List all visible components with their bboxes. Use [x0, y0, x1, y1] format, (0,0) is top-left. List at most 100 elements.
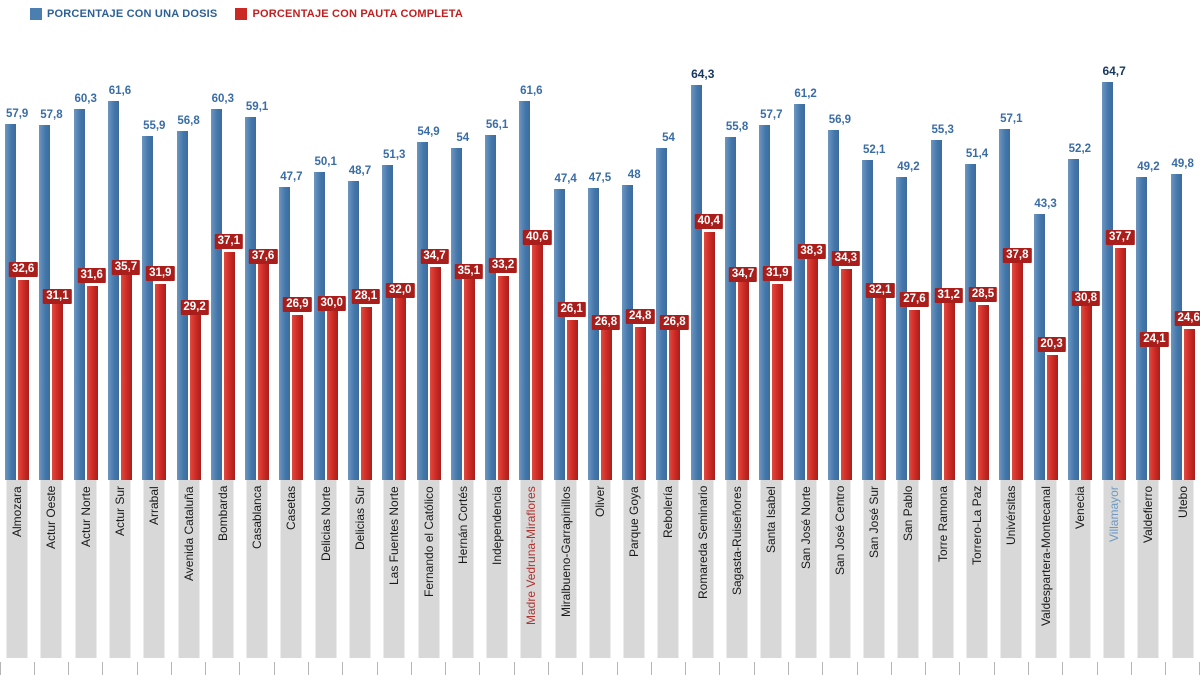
full-dose-value-badge: 35,7	[111, 260, 141, 276]
category-label-area: Oliver	[582, 480, 617, 675]
full-dose-value-badge: 24,1	[1140, 331, 1169, 347]
category-stripe	[520, 480, 542, 658]
chart-column: 56,9 34,3 San José Centro	[822, 55, 861, 675]
full-dose-bar	[1149, 331, 1161, 480]
full-dose-value-badge: 26,8	[660, 315, 689, 331]
category-label-area: Torre Ramona	[925, 480, 960, 675]
one-dose-bar	[656, 147, 668, 480]
category-label-area: Avenida Cataluña	[170, 480, 205, 675]
full-dose-value-badge: 24,6	[1174, 310, 1200, 326]
full-dose-value-badge: 37,6	[248, 248, 278, 264]
chart-column: 48,7 28,1 Delicias Sur	[342, 55, 381, 675]
axis-tick	[582, 662, 584, 675]
full-dose-bar	[258, 248, 270, 480]
axis-tick	[753, 662, 755, 675]
axis-tick	[719, 662, 721, 675]
axis-tick	[685, 662, 687, 675]
full-dose-bar	[360, 307, 372, 480]
chart-column: 57,8 31,1 Actur Oeste	[33, 55, 72, 675]
chart-column: 54 35,1 Hernán Cortés	[445, 55, 483, 675]
bar-pair: 47,4 26,1	[549, 55, 586, 480]
chart-column: 50,1 30,0 Delicias Norte	[308, 55, 346, 675]
category-stripe	[383, 480, 405, 658]
one-dose-value-label: 43,3	[1034, 197, 1057, 210]
axis-tick	[925, 662, 927, 675]
chart-column: 51,4 28,5 Torrero-La Paz	[959, 55, 998, 675]
category-stripe	[418, 480, 440, 658]
one-dose-bar	[553, 188, 565, 480]
axis-tick	[239, 662, 241, 675]
chart-column: 57,7 31,9 Santa Isabel	[753, 55, 792, 675]
one-dose-bar	[73, 109, 85, 480]
full-dose-value-badge: 31,6	[77, 267, 106, 283]
chart-column: 64,3 40,4 Romareda Seminario	[685, 55, 723, 675]
one-dose-value-label: 56,1	[485, 119, 509, 131]
full-dose-bar	[1046, 355, 1058, 480]
axis-tick	[616, 662, 618, 675]
category-stripe	[760, 480, 782, 658]
category-label: Fernando el Católico	[421, 486, 436, 597]
one-dose-bar	[999, 128, 1011, 480]
axis-tick	[445, 662, 447, 675]
full-dose-bar	[738, 266, 750, 480]
one-dose-bar	[1102, 82, 1114, 480]
axis-tick	[342, 662, 344, 675]
full-dose-value-badge: 37,7	[1105, 230, 1135, 246]
category-stripe	[280, 480, 302, 658]
bar-pair: 55,8 34,7	[720, 55, 758, 480]
category-label: Casetas	[284, 486, 299, 531]
full-dose-bar	[772, 283, 784, 480]
category-stripe	[40, 480, 62, 658]
full-dose-bar	[292, 314, 304, 480]
bar-chart: 57,9 32,6 Almozara 57,8 31,1 Actur Oeste 60,3 3…	[0, 55, 1200, 675]
axis-tick	[205, 662, 207, 675]
full-dose-bar	[566, 319, 578, 480]
full-dose-swatch-icon	[235, 8, 248, 20]
one-dose-bar	[519, 101, 531, 480]
category-label-area: Valdefierro	[1130, 480, 1165, 675]
full-dose-value-badge: 35,1	[454, 264, 483, 280]
axis-tick	[1027, 662, 1029, 675]
chart-column: 57,9 32,6 Almozara	[0, 55, 38, 675]
category-label-area: Valdespartera-Montecanal	[1027, 480, 1062, 675]
full-dose-bar	[155, 283, 167, 480]
category-label-area: Villamayor	[1096, 480, 1131, 675]
bar-pair: 55,3 31,2	[926, 55, 963, 480]
category-label: Torre Ramona	[935, 486, 950, 563]
axis-tick	[1096, 662, 1098, 675]
category-stripe	[589, 480, 611, 658]
one-dose-bar	[450, 147, 462, 480]
one-dose-bar	[1170, 173, 1182, 480]
category-label-area: Actur Norte	[68, 480, 103, 675]
full-dose-value-badge: 32,0	[386, 283, 415, 299]
category-label-area: Univérsitas	[993, 480, 1028, 675]
bar-pair: 57,1 37,8	[994, 55, 1032, 480]
chart-column: 61,6 35,7 Actur Sur	[102, 55, 141, 675]
full-dose-bar	[18, 279, 30, 480]
full-dose-value-badge: 38,3	[797, 244, 826, 260]
one-dose-value-label: 55,9	[143, 120, 166, 133]
one-dose-value-label: 61,6	[520, 85, 543, 98]
category-label-area: Actur Oeste	[33, 480, 68, 675]
one-dose-value-label: 61,2	[794, 87, 817, 100]
one-dose-value-label: 52,1	[862, 143, 886, 156]
full-dose-value-badge: 29,2	[180, 300, 209, 316]
axis-tick	[650, 662, 652, 675]
category-label: Almozara	[10, 486, 25, 537]
axis-tick	[1130, 662, 1132, 675]
chart-column: 61,2 38,3 San José Norte	[787, 55, 826, 675]
axis-tick	[822, 662, 824, 675]
one-dose-value-label: 64,7	[1102, 64, 1126, 79]
category-stripe	[315, 480, 337, 658]
one-dose-value-label: 50,1	[314, 155, 337, 168]
category-stripe	[897, 480, 919, 658]
full-dose-value-badge: 40,4	[694, 213, 723, 229]
category-stripe	[486, 480, 508, 658]
category-label-area: Actur Sur	[102, 480, 137, 675]
legend-label-full-dose: PORCENTAJE CON PAUTA COMPLETA	[252, 8, 463, 20]
one-dose-value-label: 52,2	[1068, 142, 1092, 155]
category-label-area: Miralbueno-Garrapinillos	[548, 480, 583, 675]
category-stripe	[555, 480, 577, 658]
chart-column: 49,2 24,1 Valdefierro	[1130, 55, 1169, 675]
chart-column: 43,3 20,3 Valdespartera-Montecanal	[1027, 55, 1066, 675]
